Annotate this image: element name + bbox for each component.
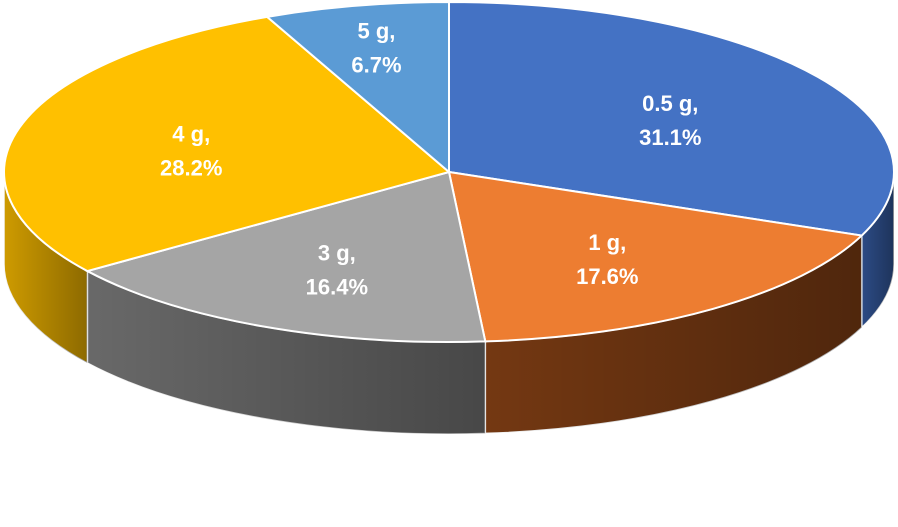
pie-side-shade-2 <box>87 271 486 434</box>
pie-label-value-2: 16.4% <box>306 275 368 300</box>
pie-slice-1 <box>447 170 864 343</box>
pie-label-value-1: 17.6% <box>576 264 638 289</box>
pie-slice-0 <box>448 0 895 237</box>
pie-label-value-4: 6.7% <box>351 52 401 77</box>
pie-label-value-0: 31.1% <box>639 125 701 150</box>
pie-slice-4 <box>264 0 450 175</box>
pie-label-category-2: 3 g, <box>318 241 356 266</box>
pie-top-faces <box>3 0 895 343</box>
pie-label-value-3: 28.2% <box>160 155 222 180</box>
pie-side-shade-1 <box>485 235 862 434</box>
pie-label-category-1: 1 g, <box>588 230 626 255</box>
pie-side-walls <box>3 171 895 435</box>
pie-slice-3 <box>3 15 452 273</box>
pie-side-shade-0 <box>861 172 894 328</box>
pie-slice-2 <box>84 170 487 343</box>
pie-label-category-3: 4 g, <box>172 121 210 146</box>
pie-label-category-0: 0.5 g, <box>642 91 698 116</box>
pie-side-shade-3 <box>4 172 88 364</box>
pie-label-category-4: 5 g, <box>358 18 396 43</box>
pie-data-labels: 0.5 g, 31.1% 1 g, 17.6% 3 g, 16.4% 4 g, 28.2% 5 … <box>160 18 701 299</box>
